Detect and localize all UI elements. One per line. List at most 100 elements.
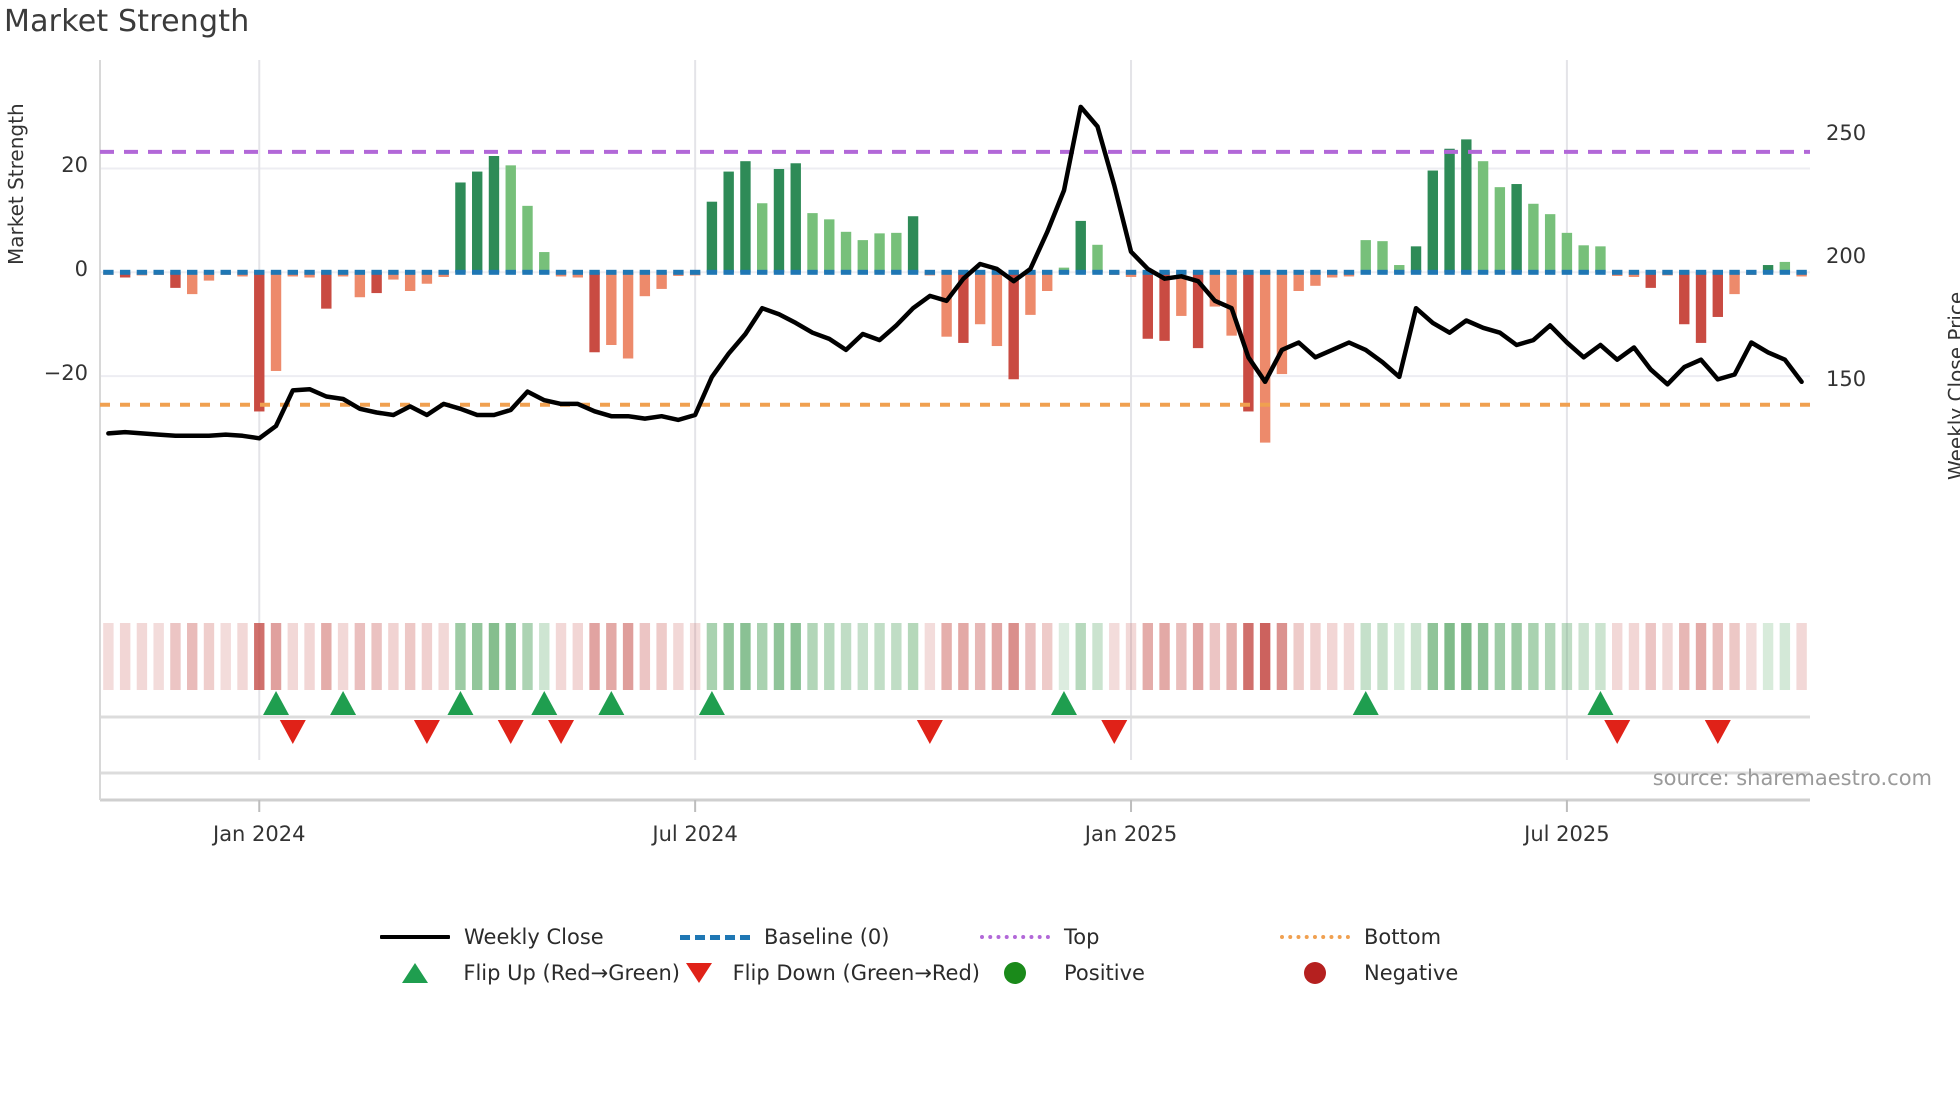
heatmap-cell: [103, 623, 114, 690]
flip-up-marker[interactable]: [263, 691, 290, 715]
heatmap-cell: [1226, 623, 1237, 690]
heatmap-cell: [757, 623, 768, 690]
flip-down-marker[interactable]: [548, 720, 575, 744]
heatmap-cell: [488, 623, 500, 690]
flip-up-marker[interactable]: [1352, 691, 1379, 715]
strength-bar: [723, 171, 734, 273]
legend-item-label: Baseline (0): [764, 925, 890, 949]
legend-item[interactable]: Top: [980, 925, 1280, 949]
flip-up-marker[interactable]: [531, 691, 558, 715]
heatmap-cell: [1612, 623, 1623, 690]
strength-bar: [1276, 272, 1288, 375]
flip-up-marker[interactable]: [330, 691, 357, 715]
strength-bar: [757, 203, 768, 273]
flip-up-marker[interactable]: [1587, 691, 1614, 715]
heatmap-cell: [1578, 623, 1589, 690]
heatmap-cell: [220, 623, 231, 690]
flip-down-marker[interactable]: [1101, 720, 1128, 744]
weekly-close-line-icon: [380, 935, 450, 939]
strength-bar: [891, 232, 902, 273]
strength-bar: [1008, 272, 1019, 380]
strength-bar: [1394, 265, 1405, 273]
heatmap-cell: [1125, 623, 1137, 690]
y-axis-right-tick-label: 150: [1826, 366, 1867, 391]
strength-bar: [1511, 184, 1522, 273]
strength-bar: [1410, 246, 1422, 273]
strength-bar: [1360, 240, 1371, 273]
flip-up-marker[interactable]: [1050, 691, 1077, 715]
legend-item[interactable]: Negative: [1280, 961, 1580, 985]
flip-down-marker[interactable]: [1604, 720, 1631, 744]
heatmap-cell: [891, 623, 902, 690]
flip-up-marker[interactable]: [698, 691, 725, 715]
y-axis-right-tick-label: 250: [1826, 121, 1867, 146]
heatmap-cell: [1762, 623, 1774, 690]
strength-bar: [1679, 272, 1690, 325]
legend-row-primary: Weekly Close Baseline (0) Top Bottom: [0, 925, 1960, 949]
flip-down-marker[interactable]: [279, 720, 306, 744]
legend-item[interactable]: Positive: [980, 961, 1280, 985]
heatmap-cell: [438, 623, 449, 690]
heatmap-cell: [1729, 623, 1740, 690]
strength-bar: [488, 156, 500, 273]
strength-bar: [354, 272, 366, 298]
x-axis-tick-label: Jan 2024: [213, 822, 306, 846]
strength-bar: [1293, 272, 1304, 291]
heatmap-cell: [924, 623, 936, 690]
y-axis-left-tick-label: −20: [43, 361, 88, 386]
heatmap-cell: [404, 623, 416, 690]
strength-bar: [472, 171, 483, 273]
heatmap-cell: [991, 623, 1003, 690]
strength-bar: [1075, 220, 1086, 273]
strength-bar: [455, 182, 466, 273]
legend-item[interactable]: Baseline (0): [680, 925, 980, 949]
strength-bar: [1561, 232, 1573, 273]
flip-down-marker[interactable]: [497, 720, 524, 744]
strength-bar: [539, 252, 550, 273]
strength-bar: [1712, 272, 1723, 317]
legend-item-label: Bottom: [1364, 925, 1442, 949]
strength-bar: [1192, 272, 1204, 349]
x-axis-tick-label: Jul 2025: [1524, 822, 1610, 846]
heatmap-cell: [824, 623, 835, 690]
heatmap-cell: [119, 623, 131, 690]
heatmap-cell: [472, 623, 483, 690]
strength-bar: [170, 272, 181, 288]
heatmap-cell: [1058, 623, 1070, 690]
strength-bar: [1159, 272, 1170, 341]
legend-item[interactable]: Flip Down (Green→Red): [680, 961, 980, 985]
heatmap-cell: [1461, 623, 1472, 690]
flip-up-marker[interactable]: [598, 691, 625, 715]
heatmap-cell: [1377, 623, 1388, 690]
flip-down-marker[interactable]: [916, 720, 943, 744]
heatmap-cell: [907, 623, 919, 690]
heatmap-cell: [1595, 623, 1606, 690]
strength-bar: [1142, 272, 1153, 339]
legend-item[interactable]: Flip Up (Red→Green): [380, 961, 680, 985]
legend-item-label: Top: [1064, 925, 1100, 949]
legend-item[interactable]: Weekly Close: [380, 925, 680, 949]
heatmap-cell: [136, 623, 148, 690]
strength-bar: [522, 205, 533, 273]
heatmap-cell: [254, 623, 265, 690]
heatmap-cell: [1477, 623, 1489, 690]
heatmap-cell: [1410, 623, 1422, 690]
strength-bar: [991, 272, 1003, 347]
strength-bar: [941, 272, 952, 337]
legend-item[interactable]: Bottom: [1280, 925, 1580, 949]
heatmap-cell: [1528, 623, 1539, 690]
heatmap-cell: [371, 623, 382, 690]
circle-marker-icon: [1304, 962, 1326, 984]
flip-down-marker[interactable]: [1704, 720, 1731, 744]
weekly-close-line: [106, 104, 1804, 441]
circle-marker-icon: [1004, 962, 1026, 984]
heatmap-cell: [1427, 623, 1438, 690]
strength-bar: [824, 219, 835, 273]
strength-bar: [1226, 272, 1237, 336]
x-axis-tick-label: Jan 2025: [1084, 822, 1178, 846]
heatmap-cell: [1360, 623, 1371, 690]
strength-bar: [254, 272, 265, 412]
flip-down-marker[interactable]: [413, 720, 440, 744]
strength-bar: [1762, 265, 1774, 273]
flip-up-marker[interactable]: [447, 691, 474, 715]
